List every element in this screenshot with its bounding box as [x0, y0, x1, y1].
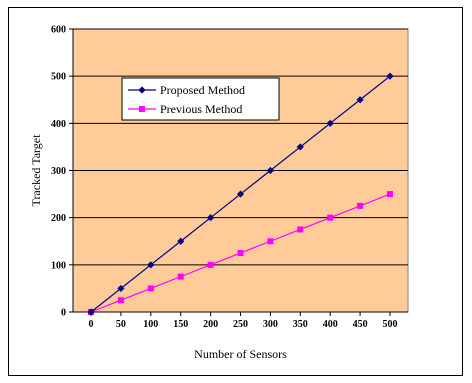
data-point-diamond: [207, 214, 215, 222]
data-point-diamond: [138, 86, 146, 94]
data-point-square: [267, 238, 274, 245]
legend-item: Previous Method: [128, 102, 242, 116]
series-previous-method: [88, 191, 393, 315]
data-point-square: [327, 214, 334, 221]
x-tick-label: 450: [353, 319, 368, 330]
series-group: [87, 72, 394, 316]
y-axis-ticks: 0 100 200 300 400 500 600: [51, 25, 73, 319]
x-tick-label: 0: [89, 319, 94, 330]
data-point-square: [297, 226, 304, 233]
legend-item: Proposed Method: [128, 83, 245, 97]
data-point-square: [237, 250, 244, 257]
y-tick-label: 0: [61, 308, 66, 319]
x-tick-label: 400: [323, 319, 338, 330]
y-tick-label: 200: [51, 213, 66, 224]
data-point-diamond: [386, 72, 394, 80]
data-point-diamond: [147, 261, 155, 269]
data-point-diamond: [296, 143, 304, 151]
x-axis-title: Number of Sensors: [194, 347, 287, 361]
data-point-square: [357, 202, 364, 209]
x-tick-label: 300: [263, 319, 278, 330]
x-tick-label: 350: [293, 319, 308, 330]
x-axis-ticks: 0 50 100 150 200 250 300 350 400 450 500: [89, 312, 398, 330]
y-tick-label: 600: [51, 25, 66, 36]
data-point-square: [387, 191, 393, 198]
x-tick-label: 500: [383, 319, 398, 330]
data-point-square: [147, 285, 154, 292]
data-point-square: [117, 297, 124, 304]
data-point-diamond: [87, 308, 95, 316]
data-point-diamond: [326, 119, 334, 127]
data-point-diamond: [177, 237, 185, 245]
legend-label: Previous Method: [160, 102, 242, 116]
x-tick-label: 100: [143, 319, 158, 330]
y-tick-label: 500: [51, 72, 66, 83]
x-tick-label: 250: [233, 319, 248, 330]
legend: Proposed Method Previous Method: [121, 77, 280, 121]
y-tick-label: 400: [51, 119, 66, 130]
data-point-diamond: [266, 166, 274, 175]
data-point-diamond: [236, 190, 245, 198]
x-tick-label: 200: [203, 319, 218, 330]
data-point-diamond: [117, 284, 125, 293]
data-point-square: [177, 273, 184, 280]
gridlines: [73, 28, 408, 266]
y-axis-title: Tracked Target: [29, 134, 43, 207]
y-tick-label: 300: [51, 166, 66, 177]
data-point-square: [139, 106, 145, 112]
series-proposed-method: [87, 72, 394, 316]
x-tick-label: 50: [116, 319, 126, 330]
y-tick-label: 100: [51, 260, 66, 271]
legend-label: Proposed Method: [160, 83, 245, 97]
data-point-square: [207, 261, 214, 268]
x-tick-label: 150: [173, 319, 188, 330]
legend-box: [121, 77, 280, 121]
data-point-diamond: [356, 96, 364, 104]
